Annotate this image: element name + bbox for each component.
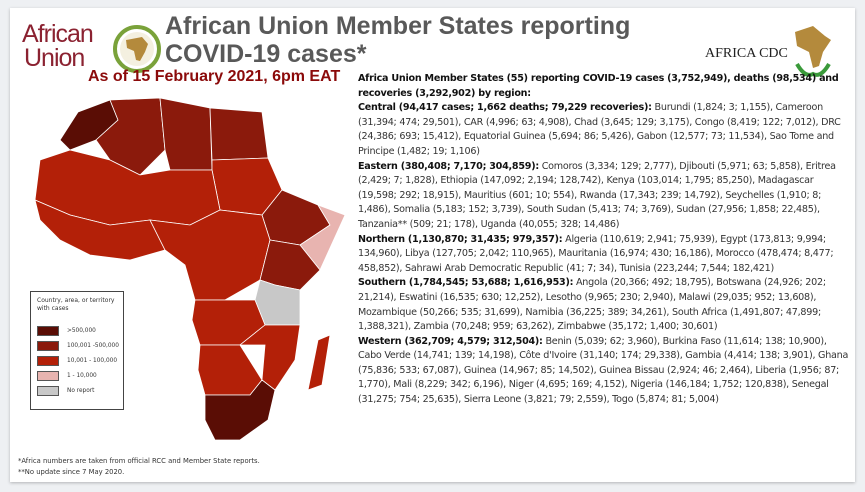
legend-swatch [37,325,59,336]
summary-intro: Africa Union Member States (55) reportin… [358,72,850,101]
region-western: Western (362,709; 4,579; 312,504): Benin… [358,335,850,408]
as-of-date: As of 15 February 2021, 6pm EAT [88,68,341,85]
africa-map-icon [795,26,831,77]
region-heading: Eastern (380,408; 7,170; 304,859): [358,160,539,172]
logo-text-line2: Union [24,44,85,72]
region-countries: Angola (20,366; 492; 18,795), Botswana (… [358,277,826,333]
au-emblem-icon [113,25,161,73]
legend-swatch [37,340,59,351]
legend-label: 100,001 -500,000 [67,342,119,349]
africa-cdc-logo: AFRICA CDC [705,22,835,82]
region-heading: Western (362,709; 4,579; 312,504): [358,335,543,347]
region-countries: Benin (5,039; 62; 3,960), Burkina Faso (… [358,335,849,406]
map-region-egypt [209,107,269,161]
map-region-namibia-botswana [197,344,263,396]
region-countries: Algeria (110,619; 2,941; 75,939), Egypt … [358,233,834,274]
african-union-logo: African Union [22,22,162,74]
legend-label: >500,000 [67,327,96,334]
region-heading: Southern (1,784,545; 53,688; 1,616,953): [358,277,574,289]
footnote-2: **No update since 7 May 2020. [18,468,125,476]
region-countries: Comoros (3,334; 129; 2,777), Djibouti (5… [358,160,836,230]
legend-title: Country, area, or territory with cases [37,297,115,312]
region-northern: Northern (1,130,870; 31,435; 979,357): A… [358,233,850,277]
footnotes: *Africa numbers are taken from official … [18,456,260,478]
legend-swatch [37,370,59,381]
legend-label: 10,001 - 100,000 [67,357,118,364]
african-union-wordmark: African Union [22,20,94,72]
africa-choropleth-map [34,97,346,441]
region-southern: Southern (1,784,545; 53,688; 1,616,953):… [358,276,850,334]
title-line2: COVID-19 cases* [165,40,367,68]
legend-item: 10,001 - 100,000 [37,353,123,368]
legend-swatch [37,385,59,396]
region-countries: Burundi (1,824; 3; 1,155), Cameroon (31,… [358,102,841,157]
summary-text: Africa Union Member States (55) reportin… [358,72,850,408]
map-region-central [149,209,271,301]
legend-item: 1 - 10,000 [37,368,123,383]
map-region-libya [159,97,213,171]
title-line1: African Union Member States reporting [165,12,631,40]
region-heading: Central (94,417 cases; 1,662 deaths; 79,… [358,102,652,114]
legend-label: 1 - 10,000 [67,372,97,379]
page-title: African Union Member States reporting CO… [165,12,630,68]
legend-label: No report [67,387,95,394]
map-region-madagascar [307,334,331,391]
region-eastern: Eastern (380,408; 7,170; 304,859): Comor… [358,160,850,233]
map-legend: Country, area, or territory with cases >… [30,291,124,410]
logo-text-line1: African [22,20,94,48]
region-central: Central (94,417 cases; 1,662 deaths; 79,… [358,101,850,159]
map-region-west-africa [34,199,166,261]
map-region-south-africa [204,379,276,441]
region-heading: Northern (1,130,870; 31,435; 979,357): [358,233,563,245]
legend-item: No report [37,383,123,398]
footnote-1: *Africa numbers are taken from official … [18,457,260,465]
legend-item: 100,001 -500,000 [37,338,123,353]
summary-intro-text: Africa Union Member States (55) reportin… [358,73,839,99]
legend-item: >500,000 [37,323,123,338]
legend-swatch [37,355,59,366]
africa-cdc-wordmark: AFRICA CDC [705,46,788,61]
